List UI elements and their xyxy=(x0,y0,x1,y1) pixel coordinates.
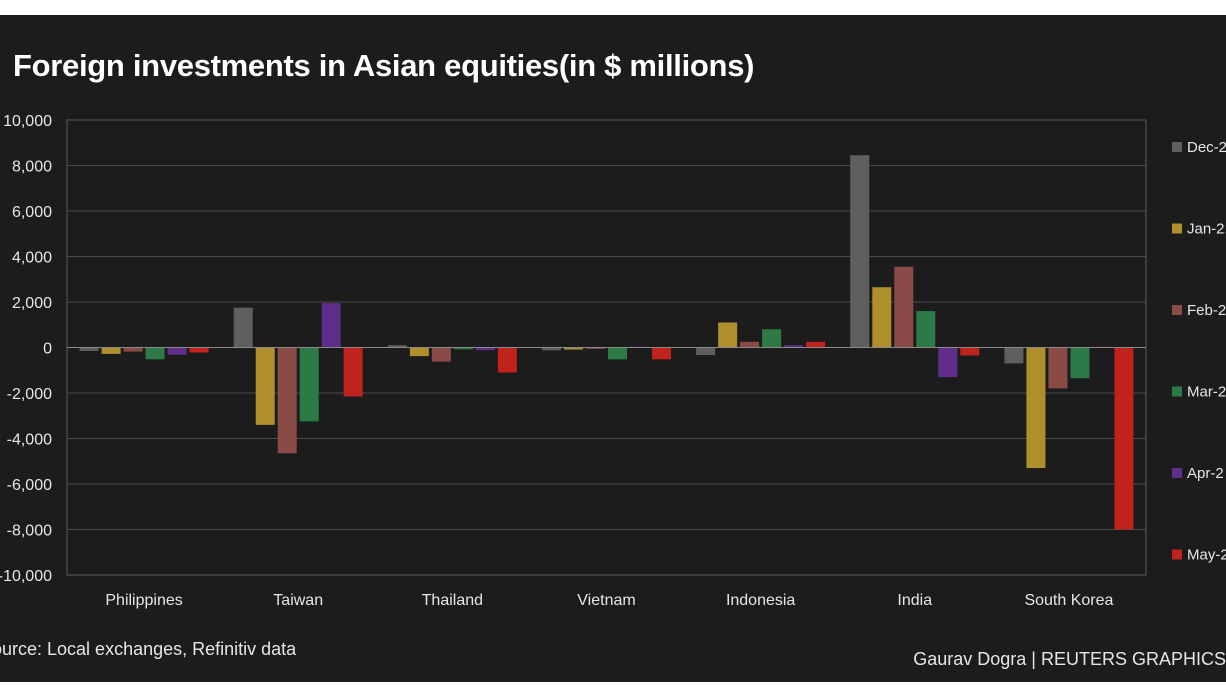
legend-swatch xyxy=(1172,142,1182,152)
x-category-label: Thailand xyxy=(422,592,483,609)
legend-swatch xyxy=(1172,549,1182,560)
source-note: ource: Local exchanges, Refinitiv data xyxy=(0,639,297,659)
bar xyxy=(431,347,451,362)
bar xyxy=(255,347,275,425)
bar xyxy=(1026,347,1046,469)
bar xyxy=(277,347,297,454)
legend-label: May-2 xyxy=(1187,547,1226,564)
bar xyxy=(387,345,407,348)
chart-panel: Foreign investments in Asian equities(in… xyxy=(0,15,1226,682)
bar-chart: 10,000 8,000 6,000 4,000 2,000 0 -2,000 -4,000 -… xyxy=(0,113,1226,609)
bar xyxy=(167,347,187,355)
bar xyxy=(1048,347,1068,389)
legend-swatch xyxy=(1172,223,1182,234)
bar xyxy=(453,347,473,350)
legend-swatch xyxy=(1172,468,1182,478)
x-category-label: Vietnam xyxy=(577,592,635,609)
legend-label: Jan-21 xyxy=(1187,221,1226,238)
x-category-label: Taiwan xyxy=(273,592,323,609)
bar xyxy=(960,347,980,356)
bar xyxy=(1114,347,1134,530)
legend-swatch xyxy=(1172,305,1182,315)
bar xyxy=(718,322,738,348)
bar xyxy=(652,347,671,360)
credit-line: Gaurav Dogra | REUTERS GRAPHICS xyxy=(913,649,1226,669)
x-category-label: India xyxy=(897,592,932,609)
bar xyxy=(101,347,121,354)
y-tick-label: -2,000 xyxy=(7,386,52,403)
legend-label: Dec-2 xyxy=(1187,139,1226,156)
bar xyxy=(850,155,870,348)
bar xyxy=(586,347,605,349)
bar xyxy=(233,307,253,348)
bar xyxy=(542,347,561,351)
bar xyxy=(123,347,143,352)
bar xyxy=(145,347,165,360)
bar xyxy=(872,287,892,348)
y-tick-label: -4,000 xyxy=(7,432,52,449)
legend-label: Mar-2 xyxy=(1187,384,1226,401)
x-category-label: South Korea xyxy=(1024,592,1113,609)
y-tick-label: 4,000 xyxy=(12,250,52,267)
bar xyxy=(762,329,782,348)
bar xyxy=(916,311,936,348)
y-tick-label: -8,000 xyxy=(7,523,52,540)
x-category-label: Indonesia xyxy=(726,592,795,609)
bar xyxy=(409,347,429,357)
x-category-label: Philippines xyxy=(105,592,182,609)
y-tick-label: 8,000 xyxy=(12,159,52,176)
bar xyxy=(1070,347,1090,379)
y-tick-label: 10,000 xyxy=(3,113,52,130)
y-tick-label: 6,000 xyxy=(12,204,52,221)
bar xyxy=(696,347,716,356)
legend-label: Feb-2 xyxy=(1187,302,1226,319)
bar xyxy=(784,345,804,348)
y-tick-label: -10,000 xyxy=(0,568,52,585)
bar xyxy=(79,347,99,351)
bar xyxy=(894,266,914,348)
y-tick-label: 0 xyxy=(43,341,52,358)
y-tick-label: 2,000 xyxy=(12,295,52,312)
bar xyxy=(1004,347,1024,364)
bar xyxy=(497,347,517,373)
bar xyxy=(608,347,627,360)
bar xyxy=(343,347,363,397)
bar xyxy=(189,347,209,353)
bar xyxy=(321,303,341,348)
bar xyxy=(740,341,760,348)
chart-title: Foreign investments in Asian equities(in… xyxy=(13,48,755,83)
legend-swatch xyxy=(1172,386,1182,397)
bar xyxy=(806,341,826,348)
bar xyxy=(475,347,495,351)
bar xyxy=(564,347,583,350)
legend-label: Apr-2 xyxy=(1187,465,1224,482)
bar xyxy=(938,347,958,378)
y-tick-label: -6,000 xyxy=(7,477,52,494)
bar xyxy=(299,347,319,422)
